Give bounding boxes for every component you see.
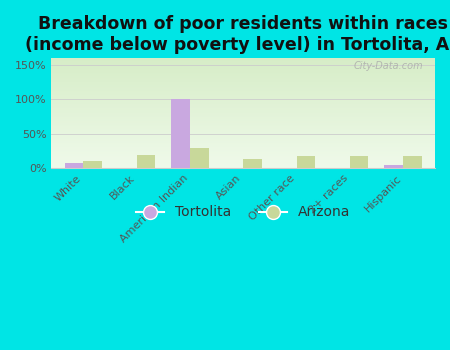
Bar bbox=[384, 165, 403, 168]
Bar bbox=[243, 159, 262, 168]
Bar bbox=[190, 147, 209, 168]
Bar bbox=[171, 99, 190, 168]
Title: Breakdown of poor residents within races
(income below poverty level) in Tortoli: Breakdown of poor residents within races… bbox=[25, 15, 450, 54]
Bar bbox=[83, 161, 102, 168]
Bar bbox=[65, 163, 83, 168]
Bar bbox=[350, 156, 369, 168]
Text: City-Data.com: City-Data.com bbox=[354, 62, 423, 71]
Bar bbox=[403, 156, 422, 168]
Bar bbox=[137, 155, 155, 168]
Bar bbox=[297, 156, 315, 168]
Legend: Tortolita, Arizona: Tortolita, Arizona bbox=[130, 200, 356, 225]
